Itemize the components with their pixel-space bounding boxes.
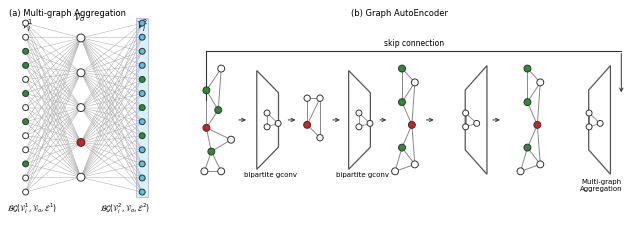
Circle shape (356, 110, 362, 116)
Circle shape (208, 148, 215, 155)
Circle shape (140, 161, 145, 167)
Circle shape (203, 124, 210, 131)
Circle shape (140, 48, 145, 54)
Circle shape (586, 124, 592, 130)
Circle shape (367, 120, 373, 126)
Circle shape (524, 144, 531, 151)
Circle shape (524, 99, 531, 106)
Circle shape (399, 99, 406, 106)
Text: $\mathcal{V}_i^2$: $\mathcal{V}_i^2$ (136, 17, 148, 34)
Circle shape (140, 175, 145, 181)
Circle shape (304, 121, 310, 128)
Circle shape (218, 168, 225, 175)
Circle shape (22, 76, 29, 82)
Circle shape (537, 161, 544, 168)
Circle shape (77, 69, 85, 77)
Circle shape (203, 87, 210, 94)
Circle shape (392, 168, 399, 175)
Circle shape (77, 139, 85, 146)
Circle shape (201, 168, 208, 175)
Circle shape (22, 175, 29, 181)
Circle shape (77, 104, 85, 112)
Text: bipartite gconv: bipartite gconv (244, 172, 297, 178)
Text: $\mathcal{BG}(\mathcal{V}_i^2, \mathcal{V}_o, \mathcal{E}^2)$: $\mathcal{BG}(\mathcal{V}_i^2, \mathcal{… (100, 201, 150, 216)
Circle shape (474, 120, 479, 126)
Circle shape (140, 20, 145, 26)
Text: bipartite gconv: bipartite gconv (336, 172, 389, 178)
Circle shape (399, 144, 406, 151)
Circle shape (22, 105, 29, 111)
FancyBboxPatch shape (136, 18, 148, 197)
Circle shape (22, 34, 29, 40)
Circle shape (264, 124, 270, 130)
Circle shape (463, 124, 468, 130)
Circle shape (412, 79, 419, 86)
Circle shape (140, 34, 145, 40)
Circle shape (517, 168, 524, 175)
Text: $\mathcal{V}_o$: $\mathcal{V}_o$ (73, 11, 85, 24)
Circle shape (304, 95, 310, 101)
Circle shape (399, 65, 406, 72)
Circle shape (22, 189, 29, 195)
Circle shape (140, 62, 145, 68)
Circle shape (140, 90, 145, 96)
Circle shape (22, 90, 29, 96)
Circle shape (356, 124, 362, 130)
Circle shape (463, 110, 468, 116)
Text: $\mathcal{V}_i^1$: $\mathcal{V}_i^1$ (20, 17, 33, 34)
Text: (a) Multi-graph Aggregation: (a) Multi-graph Aggregation (9, 9, 126, 18)
Text: $\mathcal{BG}(\mathcal{V}_i^1, \mathcal{V}_o, \mathcal{E}^1)$: $\mathcal{BG}(\mathcal{V}_i^1, \mathcal{… (7, 201, 57, 216)
Circle shape (317, 135, 323, 141)
Circle shape (77, 173, 85, 181)
Circle shape (140, 147, 145, 153)
Circle shape (408, 121, 415, 128)
Circle shape (77, 34, 85, 42)
Circle shape (22, 119, 29, 125)
Circle shape (537, 79, 544, 86)
Circle shape (140, 105, 145, 111)
Circle shape (317, 95, 323, 101)
Circle shape (275, 120, 281, 126)
Circle shape (597, 120, 603, 126)
Circle shape (22, 161, 29, 167)
Text: skip connection: skip connection (384, 39, 444, 48)
Circle shape (140, 76, 145, 82)
Circle shape (412, 161, 419, 168)
Text: (b) Graph AutoEncoder: (b) Graph AutoEncoder (351, 9, 447, 18)
Circle shape (140, 133, 145, 139)
Circle shape (22, 147, 29, 153)
Text: Multi-graph
Aggregation: Multi-graph Aggregation (580, 179, 623, 192)
Circle shape (264, 110, 270, 116)
Circle shape (140, 189, 145, 195)
Circle shape (22, 133, 29, 139)
Circle shape (140, 119, 145, 125)
Circle shape (524, 65, 531, 72)
Circle shape (534, 121, 541, 128)
Circle shape (22, 62, 29, 68)
Circle shape (22, 20, 29, 26)
Circle shape (218, 65, 225, 72)
Circle shape (228, 136, 234, 143)
Circle shape (22, 48, 29, 54)
Circle shape (586, 110, 592, 116)
Circle shape (215, 106, 221, 114)
